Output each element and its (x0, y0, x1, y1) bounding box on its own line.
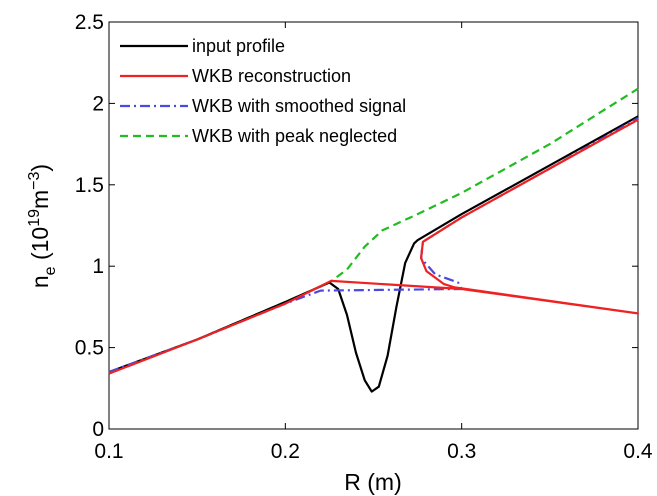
y-tick-label: 1.5 (75, 174, 104, 197)
x-tick-label: 0.4 (623, 440, 653, 463)
legend-label-2: WKB reconstruction (192, 66, 351, 86)
x-tick-label: 0.3 (447, 440, 476, 463)
y-label-exp1: 19 (26, 209, 43, 227)
y-tick-label: 2 (92, 92, 104, 115)
plot-area-frame (108, 21, 639, 430)
x-tick-label: 0.1 (94, 440, 123, 463)
y-label-exp2: −3 (26, 171, 43, 189)
y-tick-label: 2.5 (75, 11, 104, 34)
legend-label-1: input profile (192, 36, 285, 56)
series-line-2 (108, 118, 640, 375)
y-tick-label: 0.5 (75, 337, 104, 360)
y-label-sub: e (42, 266, 59, 275)
x-tick-label: 0.2 (271, 440, 300, 463)
y-label-open: (10 (27, 227, 53, 267)
y-label-unit: m (27, 190, 53, 209)
legend-label-3: WKB with smoothed signal (192, 96, 406, 116)
y-label-close: ) (27, 164, 53, 172)
y-tick-label: 0 (92, 418, 104, 441)
y-tick-label: 1 (92, 255, 104, 278)
y-axis-label: ne (1019m−3) (26, 164, 59, 288)
legend-label-4: WKB with peak neglected (192, 126, 397, 146)
y-label-main: n (27, 275, 53, 288)
x-axis-label: R (m) (344, 469, 401, 495)
